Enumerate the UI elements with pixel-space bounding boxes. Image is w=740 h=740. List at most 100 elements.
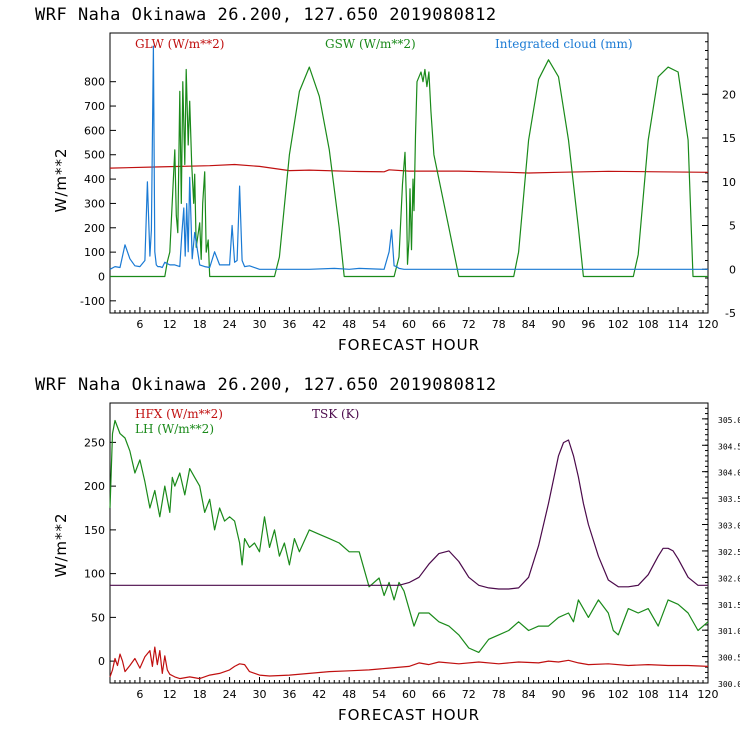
chart2-title: WRF Naha Okinawa 26.200, 127.650 2019080… <box>35 375 497 395</box>
y-tick-label: -100 <box>80 295 105 308</box>
series-gsw-line <box>110 59 708 278</box>
chart2-legend-lh: LH (W/m**2) <box>135 422 214 436</box>
x-tick-label: 18 <box>193 318 207 331</box>
chart1-legend-glw: GLW (W/m**2) <box>135 37 224 51</box>
y2-tick-label: 304.0 <box>718 469 740 478</box>
x-tick-label: 84 <box>522 688 536 701</box>
y-tick-label: 400 <box>84 173 105 186</box>
chart1-ylabel: W/m**2 <box>52 147 70 212</box>
x-tick-label: 12 <box>163 318 177 331</box>
y2-tick-label: 303.0 <box>718 522 740 531</box>
chart2-plot-frame <box>109 402 709 684</box>
y2-tick-label: -5 <box>725 307 736 320</box>
x-tick-label: 102 <box>608 318 629 331</box>
x-tick-label: 90 <box>552 688 566 701</box>
series-hfx-line <box>109 646 709 680</box>
y-tick-label: 700 <box>84 100 105 113</box>
y2-tick-label: 0 <box>729 263 736 276</box>
x-tick-label: 90 <box>552 318 566 331</box>
chart2-ylabel: W/m**2 <box>52 512 70 577</box>
x-tick-label: 24 <box>223 688 237 701</box>
chart1-y2-axis: -5 0 5 10 15 20 <box>702 32 736 320</box>
x-tick-label: 66 <box>432 688 446 701</box>
chart1-legend-gsw: GSW (W/m**2) <box>325 37 416 51</box>
x-tick-label: 60 <box>402 318 416 331</box>
y-tick-label: 100 <box>84 246 105 259</box>
x-tick-label: 120 <box>698 318 719 331</box>
chart2-legend-tsk: TSK (K) <box>312 407 359 421</box>
chart1-y-axis: -100 0 100 200 300 400 500 600 700 800 <box>80 76 116 308</box>
x-tick-label: 30 <box>253 688 267 701</box>
y2-tick-label: 302.0 <box>718 574 740 583</box>
x-tick-label: 42 <box>312 688 326 701</box>
series-tsk-line <box>110 439 708 590</box>
chart1-series <box>109 45 709 278</box>
y2-tick-label: 5 <box>729 220 736 233</box>
series-integrated-line <box>109 45 708 270</box>
chart2-legend-hfx: HFX (W/m**2) <box>135 407 223 421</box>
y2-tick-label: 303.5 <box>718 495 740 504</box>
x-tick-label: 78 <box>492 688 506 701</box>
x-tick-label: 96 <box>581 688 595 701</box>
y2-tick-label: 301.5 <box>718 601 740 610</box>
x-tick-label: 12 <box>163 688 177 701</box>
chart2-series <box>109 419 709 680</box>
y2-tick-label: 300.5 <box>718 654 740 663</box>
x-tick-label: 54 <box>372 688 386 701</box>
x-tick-label: 24 <box>223 318 237 331</box>
chart1-legend-cloud: Integrated cloud (mm) <box>495 37 633 51</box>
x-tick-label: 48 <box>342 318 356 331</box>
x-tick-label: 6 <box>136 318 143 331</box>
y2-tick-label: 302.5 <box>718 548 740 557</box>
y2-tick-label: 20 <box>722 88 736 101</box>
x-tick-label: 60 <box>402 688 416 701</box>
chart2-y2-axis: 300.0 300.5 301.0 301.5 302.0 302.5 303.0 303.5… <box>702 407 740 689</box>
x-tick-label: 36 <box>282 318 296 331</box>
x-tick-label: 66 <box>432 318 446 331</box>
chart1-title: WRF Naha Okinawa 26.200, 127.650 2019080… <box>35 5 497 25</box>
x-tick-label: 108 <box>638 688 659 701</box>
chart2-x-axis: 6 12 18 24 30 36 42 48 54 60 66 72 78 84 90 96 102 108 114… <box>114 677 719 701</box>
x-tick-label: 72 <box>462 688 476 701</box>
series-glw-line <box>109 163 709 174</box>
x-tick-label: 120 <box>698 688 719 701</box>
chart1-xlabel: FORECAST HOUR <box>338 336 480 354</box>
chart2-legend: HFX (W/m**2) LH (W/m**2) TSK (K) <box>135 407 359 436</box>
x-tick-label: 78 <box>492 318 506 331</box>
x-tick-label: 108 <box>638 318 659 331</box>
y-tick-label: 200 <box>84 480 105 493</box>
y-tick-label: 500 <box>84 149 105 162</box>
series-lh-line <box>109 419 709 654</box>
x-tick-label: 114 <box>668 688 689 701</box>
chart1-plot-frame <box>109 32 709 314</box>
x-tick-label: 96 <box>581 318 595 331</box>
x-tick-label: 30 <box>253 318 267 331</box>
x-tick-label: 102 <box>608 688 629 701</box>
y-tick-label: 100 <box>84 568 105 581</box>
x-tick-label: 48 <box>342 688 356 701</box>
y-tick-label: 150 <box>84 524 105 537</box>
chart1-legend: GLW (W/m**2) GSW (W/m**2) Integrated clo… <box>135 37 633 51</box>
y-tick-label: 0 <box>98 655 105 668</box>
y-tick-label: 800 <box>84 76 105 89</box>
chart1-x-axis: 6 12 18 24 30 36 42 48 54 60 66 72 78 84 90 96 102 108 114… <box>114 307 719 331</box>
x-tick-label: 42 <box>312 318 326 331</box>
y-tick-label: 300 <box>84 197 105 210</box>
x-tick-label: 6 <box>136 688 143 701</box>
x-tick-label: 54 <box>372 318 386 331</box>
y-tick-label: 50 <box>91 611 105 624</box>
chart2-y-axis: 0 50 100 150 200 250 <box>84 436 116 668</box>
y2-tick-label: 304.5 <box>718 442 740 451</box>
chart2-xlabel: FORECAST HOUR <box>338 706 480 724</box>
y2-tick-label: 300.0 <box>718 680 740 689</box>
x-tick-label: 36 <box>282 688 296 701</box>
y-tick-label: 200 <box>84 222 105 235</box>
x-tick-label: 72 <box>462 318 476 331</box>
y2-tick-label: 15 <box>722 132 736 145</box>
x-tick-label: 84 <box>522 318 536 331</box>
x-tick-label: 114 <box>668 318 689 331</box>
y2-tick-label: 301.0 <box>718 627 740 636</box>
y-tick-label: 250 <box>84 436 105 449</box>
y2-tick-label: 10 <box>722 176 736 189</box>
